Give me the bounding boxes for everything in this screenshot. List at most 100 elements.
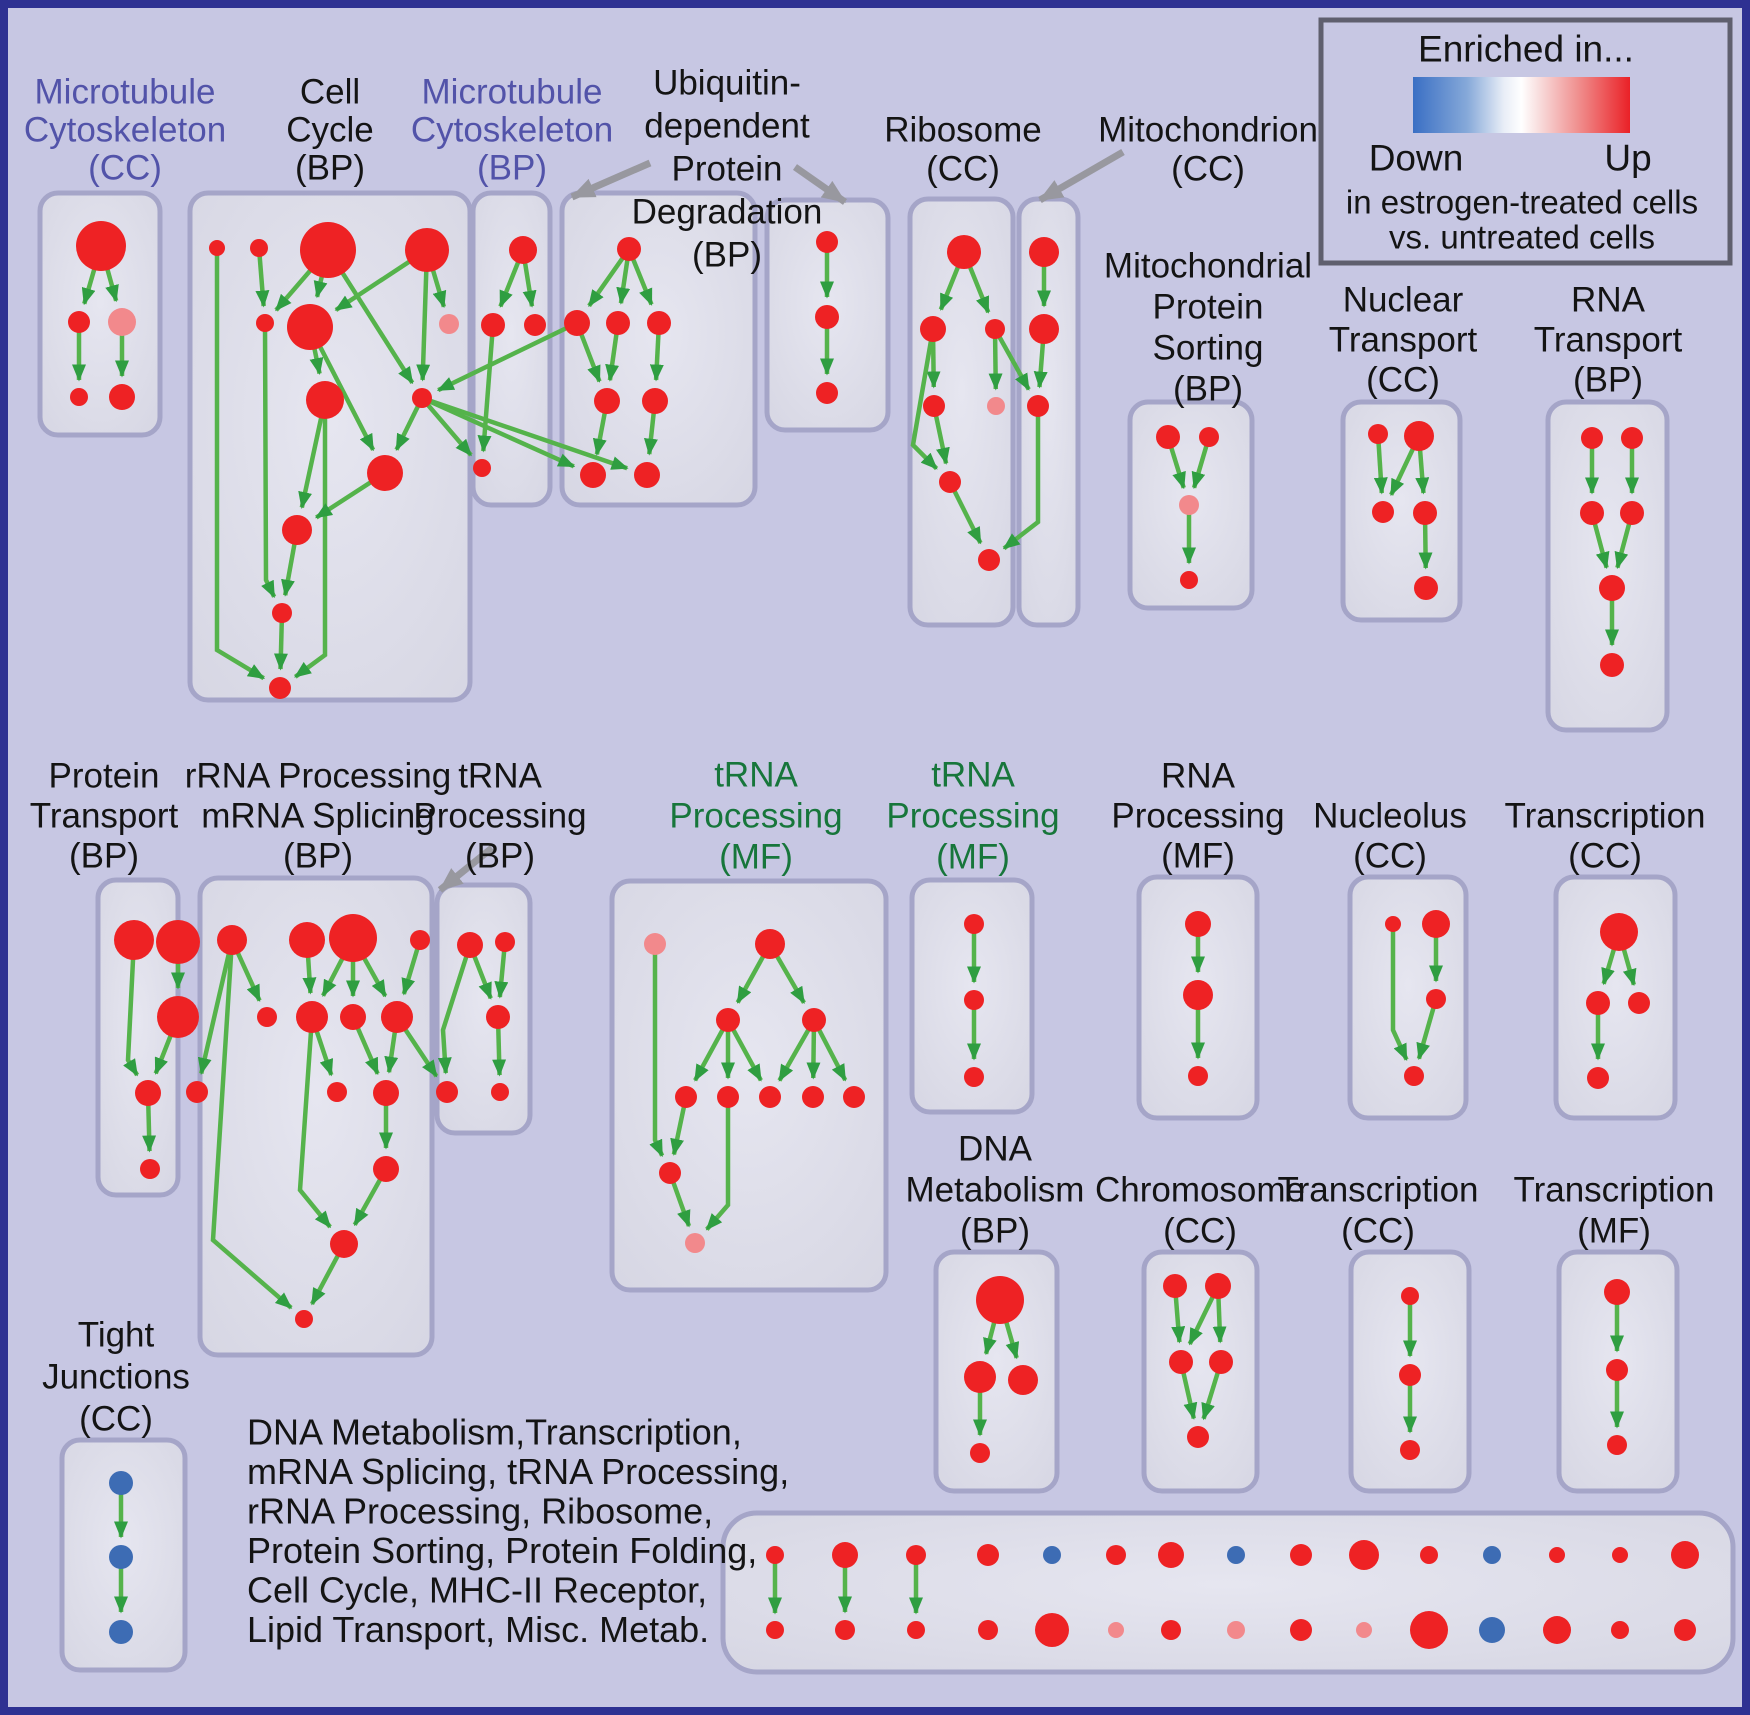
edge-ribosome	[910, 328, 939, 471]
node-trna-mf-1-6	[759, 1086, 781, 1108]
node-nuclear-transport-4	[1414, 576, 1438, 600]
strip-node-bottom-3	[978, 1620, 998, 1640]
node-ubiquitin-degradation-1-6	[580, 462, 606, 488]
edge-nucleolus	[1390, 924, 1409, 1061]
node-trna-mf-2-1	[964, 990, 984, 1010]
node-rna-transport-2	[1580, 501, 1604, 525]
label-line: (MF)	[1161, 837, 1235, 876]
node-cell-cycle-5	[287, 304, 333, 350]
node-trna-mf-1-10	[685, 1233, 705, 1253]
edge-microtubule-bp	[477, 324, 496, 453]
node-cell-cycle-6	[439, 314, 459, 334]
node-dna-metabolism-1	[964, 1361, 996, 1393]
label-line: Tight	[78, 1316, 155, 1355]
strip-node-bottom-4	[1035, 1613, 1069, 1647]
label-line: (CC)	[926, 150, 1000, 189]
node-ubiquitin-degradation-1-4	[594, 388, 620, 414]
legend-box	[1318, 17, 1733, 266]
label-line: (CC)	[1366, 361, 1440, 400]
node-transcription-mf-0	[1604, 1279, 1630, 1305]
node-rna-processing-1	[1183, 980, 1213, 1010]
trna-bp-arrow	[437, 845, 495, 893]
cross-edge	[421, 395, 629, 471]
legend-title: Enriched in...	[1418, 29, 1634, 70]
label-line: (MF)	[936, 838, 1010, 877]
node-rna-transport-3	[1620, 501, 1644, 525]
node-trna-mf-1-4	[675, 1086, 697, 1108]
strip-node-bottom-9	[1356, 1622, 1372, 1638]
legend-subtitle-2: vs. untreated cells	[1389, 219, 1655, 256]
strip-node-top-5	[1106, 1545, 1126, 1565]
label-line: Transcription	[1514, 1171, 1715, 1210]
cluster-box-microtubule-bp	[470, 190, 553, 508]
mitochondrion-arrow	[1038, 148, 1125, 204]
legend-gradient-bar	[1413, 77, 1630, 133]
label-line: (BP)	[295, 149, 365, 188]
label-rrna-mrna: rRNA Processing mRNA Splicing (BP)	[185, 757, 451, 876]
label-line: Transport	[30, 797, 179, 836]
edge-cell-cycle	[214, 248, 266, 681]
node-transcription-cc-3	[1587, 1067, 1609, 1089]
node-ubiquitin-degradation-1-3	[647, 311, 671, 335]
node-chromosome-1	[1205, 1273, 1231, 1299]
node-rrna-mrna-0	[217, 925, 247, 955]
label-line: Mitochondrial	[1104, 247, 1312, 286]
edge-cell-cycle	[307, 325, 376, 452]
edge-trna-mf-1	[705, 1097, 731, 1231]
node-cell-cycle-12	[269, 677, 291, 699]
strip-node-bottom-5	[1108, 1622, 1124, 1638]
strip-node-bottom-13	[1611, 1621, 1629, 1639]
label-line: Processing	[1111, 797, 1284, 836]
cross-edge	[420, 396, 473, 457]
node-cell-cycle-10	[282, 515, 312, 545]
node-trna-bp-3	[436, 1081, 458, 1103]
strip-node-bottom-0	[766, 1621, 784, 1639]
label-line: (CC)	[1353, 837, 1427, 876]
misc-categories-text: DNA Metabolism,Transcription, mRNA Splici…	[247, 1412, 789, 1651]
node-ubiquitin-degradation-1-7	[634, 462, 660, 488]
node-microtubule-cc-3	[70, 388, 88, 406]
edge-nucleolus	[1416, 998, 1439, 1061]
node-microtubule-bp-3	[473, 459, 491, 477]
label-line: Processing	[669, 797, 842, 836]
label-line: Ribosome	[884, 111, 1042, 150]
text-block-line: DNA Metabolism,Transcription,	[247, 1412, 742, 1453]
label-line: (BP)	[69, 837, 139, 876]
legend-down-label: Down	[1369, 138, 1464, 179]
label-transcription-mf: Transcription (MF)	[1514, 1171, 1715, 1251]
label-line: Cycle	[286, 111, 374, 150]
node-ubiquitin-degradation-2-1	[815, 305, 839, 329]
strip-node-top-4	[1043, 1546, 1061, 1564]
strip-node-top-3	[977, 1544, 999, 1566]
label-line: DNA	[958, 1130, 1033, 1169]
text-block-line: Protein Sorting, Protein Folding,	[247, 1530, 757, 1571]
node-rna-processing-2	[1188, 1066, 1208, 1086]
edge-cell-cycle	[261, 322, 277, 599]
node-ribosome-3	[923, 395, 945, 417]
node-trna-mf-1-5	[717, 1086, 739, 1108]
label-line: (CC)	[88, 149, 162, 188]
node-trna-mf-1-2	[716, 1008, 740, 1032]
node-protein-transport-1	[156, 920, 200, 964]
label-line: Nucleolus	[1313, 797, 1467, 836]
label-microtubule-cc: Microtubule Cytoskeleton (CC)	[24, 73, 226, 188]
node-nuclear-transport-0	[1368, 424, 1388, 444]
node-ribosome-4	[987, 397, 1005, 415]
node-ubiquitin-degradation-1-0	[617, 237, 641, 261]
label-line: tRNA	[714, 756, 798, 795]
node-mito-protein-sorting-2	[1179, 495, 1199, 515]
ubiquitin-arrow-left	[570, 159, 652, 201]
cluster-box-transcription-cc	[1553, 874, 1678, 1121]
node-rrna-mrna-9	[373, 1080, 399, 1106]
node-chromosome-4	[1187, 1426, 1209, 1448]
label-line: Microtubule	[422, 73, 603, 112]
node-transcription-mf-2	[1607, 1435, 1627, 1455]
node-rrna-mrna-6	[340, 1004, 366, 1030]
node-transcription-cc-2	[1628, 992, 1650, 1014]
node-rrna-mrna-3	[410, 930, 430, 950]
label-line: RNA	[1571, 281, 1646, 320]
label-line: Microtubule	[35, 73, 216, 112]
node-trna-bp-0	[457, 932, 483, 958]
node-transcription-cc-0	[1600, 913, 1638, 951]
